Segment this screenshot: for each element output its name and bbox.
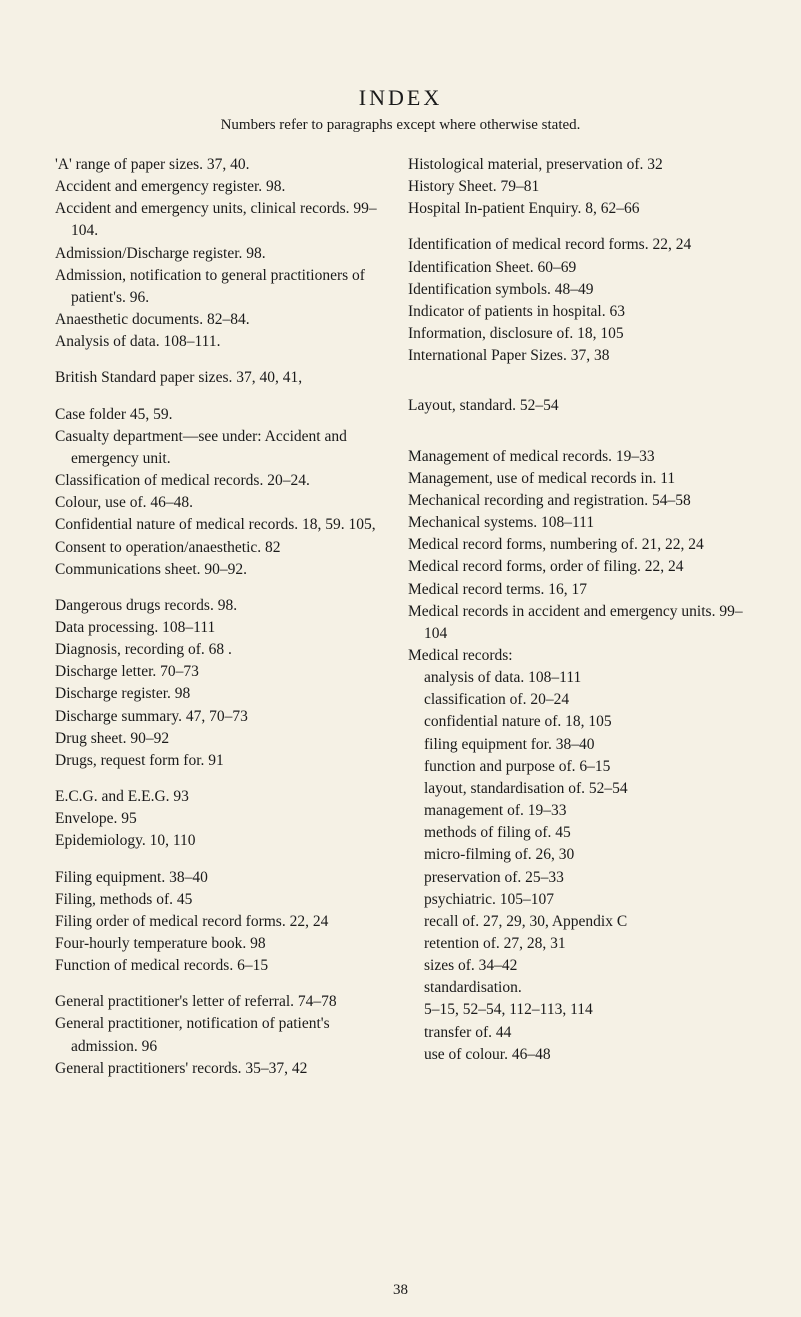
index-columns: 'A' range of paper sizes. 37, 40. Accide…: [55, 154, 746, 1080]
index-entry: History Sheet. 79–81: [408, 176, 746, 198]
index-entry: Analysis of data. 108–111.: [55, 331, 393, 353]
index-entry: Colour, use of. 46–48.: [55, 492, 393, 514]
paragraph-gap: [55, 390, 393, 404]
index-entry: Accident and emergency register. 98.: [55, 176, 393, 198]
index-subentry: standardisation.: [408, 977, 746, 999]
index-entry: Admission/Discharge register. 98.: [55, 243, 393, 265]
index-entry: Consent to operation/anaesthetic. 82: [55, 537, 393, 559]
index-entry: Function of medical records. 6–15: [55, 955, 393, 977]
index-subentry: recall of. 27, 29, 30, Appendix C: [408, 911, 746, 933]
index-entry: Communications sheet. 90–92.: [55, 559, 393, 581]
index-entry: Drug sheet. 90–92: [55, 728, 393, 750]
index-subentry: use of colour. 46–48: [408, 1044, 746, 1066]
index-entry: Epidemiology. 10, 110: [55, 830, 393, 852]
index-subentry: filing equipment for. 38–40: [408, 734, 746, 756]
paragraph-gap: [408, 418, 746, 432]
paragraph-gap: [55, 772, 393, 786]
index-entry: Mechanical recording and registration. 5…: [408, 490, 746, 512]
index-entry: Management, use of medical records in. 1…: [408, 468, 746, 490]
index-subentry: methods of filing of. 45: [408, 822, 746, 844]
index-subentry: micro-filming of. 26, 30: [408, 844, 746, 866]
right-column: Histological material, preservation of. …: [408, 154, 746, 1080]
index-entry: Discharge register. 98: [55, 683, 393, 705]
index-subentry: retention of. 27, 28, 31: [408, 933, 746, 955]
page-number: 38: [393, 1282, 408, 1299]
index-entry: Identification Sheet. 60–69: [408, 257, 746, 279]
index-entry: Filing, methods of. 45: [55, 889, 393, 911]
paragraph-gap: [55, 853, 393, 867]
index-subentry: sizes of. 34–42: [408, 955, 746, 977]
index-entry: Casualty department—see under: Accident …: [55, 426, 393, 470]
index-entry: Data processing. 108–111: [55, 617, 393, 639]
index-entry: Mechanical systems. 108–111: [408, 512, 746, 534]
index-entry: Accident and emergency units, clinical r…: [55, 198, 393, 242]
paragraph-gap: [408, 432, 746, 446]
index-subentry: management of. 19–33: [408, 800, 746, 822]
index-entry: Classification of medical records. 20–24…: [55, 470, 393, 492]
index-entry: Discharge summary. 47, 70–73: [55, 706, 393, 728]
index-entry: Four-hourly temperature book. 98: [55, 933, 393, 955]
index-subentry: confidential nature of. 18, 105: [408, 711, 746, 733]
index-entry: Indicator of patients in hospital. 63: [408, 301, 746, 323]
paragraph-gap: [408, 220, 746, 234]
index-entry: General practitioner, notification of pa…: [55, 1013, 393, 1057]
paragraph-gap: [55, 353, 393, 367]
index-title: INDEX: [55, 85, 746, 111]
index-entry: General practitioners' records. 35–37, 4…: [55, 1058, 393, 1080]
paragraph-gap: [408, 367, 746, 381]
index-entry: Drugs, request form for. 91: [55, 750, 393, 772]
paragraph-gap: [55, 977, 393, 991]
index-entry: Filing equipment. 38–40: [55, 867, 393, 889]
index-entry: Discharge letter. 70–73: [55, 661, 393, 683]
index-entry: Envelope. 95: [55, 808, 393, 830]
index-entry: E.C.G. and E.E.G. 93: [55, 786, 393, 808]
index-subentry: analysis of data. 108–111: [408, 667, 746, 689]
index-entry: Identification of medical record forms. …: [408, 234, 746, 256]
index-subtitle: Numbers refer to paragraphs except where…: [55, 117, 746, 134]
paragraph-gap: [55, 581, 393, 595]
index-entry: Filing order of medical record forms. 22…: [55, 911, 393, 933]
index-entry: General practitioner's letter of referra…: [55, 991, 393, 1013]
index-subentry: layout, standardisation of. 52–54: [408, 778, 746, 800]
index-entry: Medical record forms, order of filing. 2…: [408, 556, 746, 578]
index-entry: Anaesthetic documents. 82–84.: [55, 309, 393, 331]
index-entry: Histological material, preservation of. …: [408, 154, 746, 176]
index-entry: International Paper Sizes. 37, 38: [408, 345, 746, 367]
index-entry: Case folder 45, 59.: [55, 404, 393, 426]
index-subentry: function and purpose of. 6–15: [408, 756, 746, 778]
index-subentry: preservation of. 25–33: [408, 867, 746, 889]
index-subentry: psychiatric. 105–107: [408, 889, 746, 911]
index-entry: Dangerous drugs records. 98.: [55, 595, 393, 617]
index-entry: Hospital In-patient Enquiry. 8, 62–66: [408, 198, 746, 220]
index-subentry: 5–15, 52–54, 112–113, 114: [408, 999, 746, 1021]
index-entry: Medical records in accident and emergenc…: [408, 601, 746, 645]
left-column: 'A' range of paper sizes. 37, 40. Accide…: [55, 154, 393, 1080]
index-entry: Medical record terms. 16, 17: [408, 579, 746, 601]
index-entry: Information, disclosure of. 18, 105: [408, 323, 746, 345]
index-subentry: classification of. 20–24: [408, 689, 746, 711]
index-entry: Admission, notification to general pract…: [55, 265, 393, 309]
index-subentry: transfer of. 44: [408, 1022, 746, 1044]
index-entry: Medical record forms, numbering of. 21, …: [408, 534, 746, 556]
index-entry: Identification symbols. 48–49: [408, 279, 746, 301]
index-entry: Diagnosis, recording of. 68 .: [55, 639, 393, 661]
index-entry: Management of medical records. 19–33: [408, 446, 746, 468]
paragraph-gap: [408, 381, 746, 395]
index-entry: Confidential nature of medical records. …: [55, 514, 393, 536]
index-entry: Medical records:: [408, 645, 746, 667]
index-entry: Layout, standard. 52–54: [408, 395, 746, 417]
index-entry: 'A' range of paper sizes. 37, 40.: [55, 154, 393, 176]
index-entry: British Standard paper sizes. 37, 40, 41…: [55, 367, 393, 389]
page-header: INDEX Numbers refer to paragraphs except…: [55, 85, 746, 134]
